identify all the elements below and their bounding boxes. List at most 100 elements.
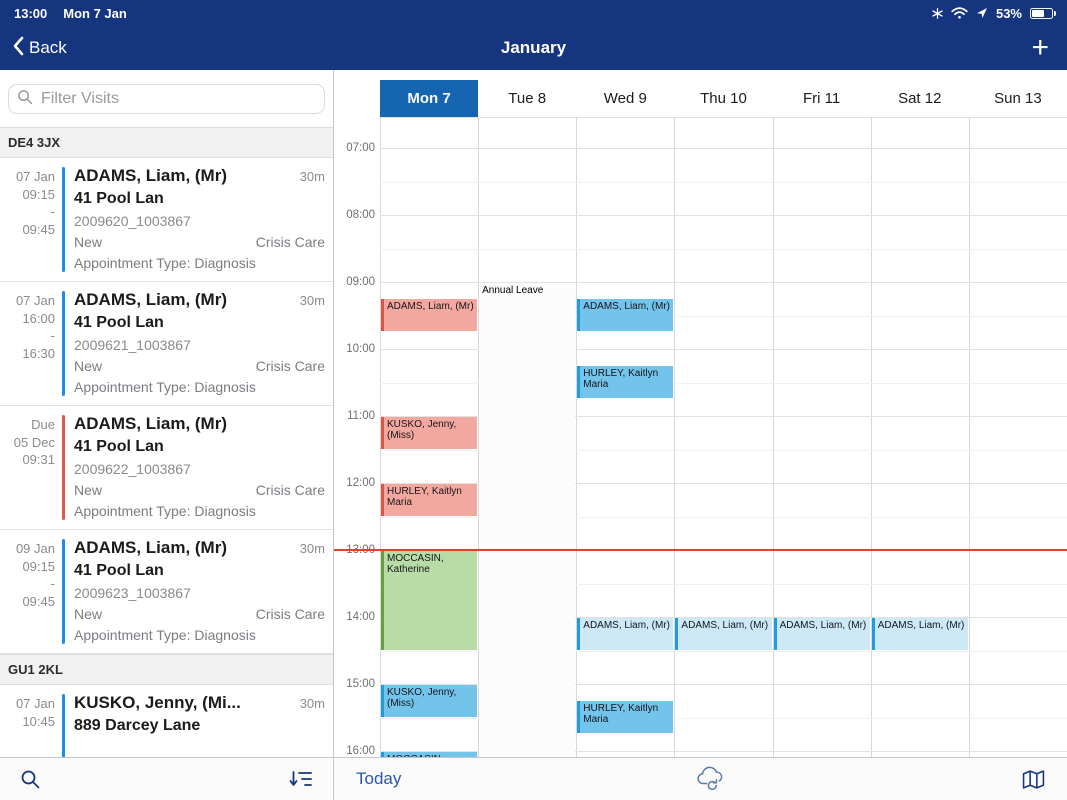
- calendar-event[interactable]: KUSKO, Jenny, (Miss): [381, 684, 478, 717]
- hour-gridline: [380, 483, 1067, 484]
- visit-title-row: ADAMS, Liam, (Mr) 30m: [74, 166, 325, 186]
- day-header-cell[interactable]: Wed 9: [603, 90, 647, 107]
- sort-icon[interactable]: [289, 769, 313, 789]
- annual-leave-block[interactable]: Annual Leave: [479, 282, 576, 757]
- calendar-event[interactable]: HURLEY, Kaitlyn Maria: [577, 366, 674, 399]
- grid-column-line: [968, 117, 970, 757]
- day-header-cell[interactable]: Sat 12: [898, 90, 942, 107]
- visit-accent-bar: [62, 694, 65, 757]
- visit-title-row: KUSKO, Jenny, (Mi... 30m: [74, 693, 325, 713]
- day-header-cell[interactable]: Tue 8: [508, 90, 547, 107]
- chevron-left-icon: [12, 36, 24, 61]
- visit-time-line: 10:45: [22, 713, 55, 729]
- calendar-event[interactable]: HURLEY, Kaitlyn Maria: [381, 483, 478, 516]
- filter-wrap: [0, 70, 333, 127]
- visit-card[interactable]: Due 05 Dec 09:31 ADAMS, Liam, (Mr) 41 Pool L…: [0, 406, 333, 530]
- hour-label: 09:00: [346, 276, 375, 288]
- today-button[interactable]: Today: [356, 769, 402, 788]
- hour-gridline: [380, 684, 1067, 685]
- visit-status: New: [74, 482, 103, 498]
- visit-times: Due 05 Dec 09:31: [0, 414, 62, 521]
- calendar-event[interactable]: MOCCASIN, Katherine: [381, 550, 478, 650]
- calendar-event[interactable]: ADAMS, Liam, (Mr): [577, 617, 674, 650]
- grid-column-line: [478, 117, 480, 757]
- back-button[interactable]: Back: [0, 36, 79, 61]
- visit-time-line: 09:15: [22, 558, 55, 574]
- event-title: KUSKO, Jenny, (Miss): [387, 686, 457, 709]
- current-time-line: [334, 549, 1067, 551]
- half-hour-gridline: [380, 449, 1067, 451]
- half-hour-gridline: [380, 650, 1067, 652]
- visit-details: ADAMS, Liam, (Mr) 30m 41 Pool Lan 2009623_1…: [65, 538, 327, 645]
- calendar-event[interactable]: ADAMS, Liam, (Mr): [675, 617, 772, 650]
- visit-meta-row: New Crisis Care: [74, 358, 325, 374]
- visit-details: KUSKO, Jenny, (Mi... 30m 889 Darcey Lane: [65, 693, 327, 757]
- visit-reference: 2009622_1003867: [74, 461, 191, 477]
- hour-gridline: [380, 349, 1067, 350]
- calendar-event[interactable]: HURLEY, Kaitlyn Maria: [577, 701, 674, 734]
- visit-title: ADAMS, Liam, (Mr): [74, 414, 227, 433]
- calendar-event[interactable]: MOCCASIN, Katherine: [381, 751, 478, 757]
- visit-title: ADAMS, Liam, (Mr): [74, 538, 227, 557]
- map-icon[interactable]: [1022, 769, 1045, 790]
- day-header-cell[interactable]: Mon 7: [380, 80, 479, 117]
- event-title: ADAMS, Liam, (Mr): [583, 619, 670, 631]
- visit-address: 41 Pool Lan: [74, 190, 164, 207]
- visit-card[interactable]: 07 Jan 10:45 KUSKO, Jenny, (Mi... 30m 889 Da…: [0, 685, 333, 757]
- visit-address: 41 Pool Lan: [74, 438, 164, 455]
- visit-card[interactable]: 07 Jan 09:15 - 09:45 ADAMS, Liam, (Mr) 30m 41 …: [0, 158, 333, 282]
- calendar-event[interactable]: ADAMS, Liam, (Mr): [577, 299, 674, 332]
- visits-sidebar: DE4 3JX 07 Jan 09:15 - 09:45 ADAMS, Liam, (Mr…: [0, 70, 334, 757]
- visit-accent-bar: [62, 539, 65, 644]
- day-header-cell[interactable]: Fri 11: [803, 90, 841, 107]
- visit-title: ADAMS, Liam, (Mr): [74, 290, 227, 309]
- status-bar: 13:00 Mon 7 Jan 53%: [0, 0, 1067, 26]
- visit-details: ADAMS, Liam, (Mr) 30m 41 Pool Lan 2009620_1…: [65, 166, 327, 273]
- visit-appointment-type: Appointment Type: Diagnosis: [74, 379, 256, 395]
- visit-time-line: -: [50, 576, 55, 591]
- battery-fill: [1032, 9, 1044, 17]
- visit-card[interactable]: 09 Jan 09:15 - 09:45 ADAMS, Liam, (Mr) 30m 41 …: [0, 530, 333, 654]
- day-header-row: Mon 7 Tue 8 Wed 9 Thu 10 Fri 11 Sat 12 Sun 13: [380, 80, 1067, 117]
- day-header-cell[interactable]: Thu 10: [700, 90, 747, 107]
- visit-care-type: Crisis Care: [255, 358, 325, 374]
- back-label: Back: [29, 38, 67, 57]
- calendar-event[interactable]: ADAMS, Liam, (Mr): [773, 617, 870, 650]
- filter-input[interactable]: [39, 89, 316, 109]
- visit-reference: 2009621_1003867: [74, 337, 191, 353]
- event-title: KUSKO, Jenny, (Miss): [387, 418, 457, 441]
- visit-card[interactable]: 07 Jan 16:00 - 16:30 ADAMS, Liam, (Mr) 30m 41 …: [0, 282, 333, 406]
- visit-duration: 30m: [299, 169, 325, 184]
- cloud-sync-icon[interactable]: [695, 766, 729, 793]
- visit-time-line: 16:30: [22, 345, 55, 361]
- hour-gridline: [380, 148, 1067, 149]
- postcode-section-header: DE4 3JX: [0, 127, 333, 158]
- hour-gridline: [380, 416, 1067, 417]
- calendar-event[interactable]: ADAMS, Liam, (Mr): [871, 617, 968, 650]
- visit-time-line: 09:45: [22, 593, 55, 609]
- visit-reference: 2009623_1003867: [74, 585, 191, 601]
- calendar-event[interactable]: KUSKO, Jenny, (Miss): [381, 416, 478, 449]
- nav-bar: Back January +: [0, 26, 1067, 70]
- half-hour-gridline: [380, 583, 1067, 585]
- visit-title-row: ADAMS, Liam, (Mr) 30m: [74, 290, 325, 310]
- half-hour-gridline: [380, 248, 1067, 250]
- half-hour-gridline: [380, 717, 1067, 719]
- calendar-event[interactable]: ADAMS, Liam, (Mr): [381, 299, 478, 332]
- calendar-grid: 07:0008:0009:0010:0011:0012:0013:0014:00…: [334, 117, 1067, 757]
- day-header-cell[interactable]: Sun 13: [994, 90, 1042, 107]
- visit-details: ADAMS, Liam, (Mr) 41 Pool Lan 2009622_1003…: [65, 414, 327, 521]
- visit-times: 07 Jan 10:45: [0, 693, 62, 757]
- grid-column-line: [380, 117, 381, 757]
- search-icon[interactable]: [20, 769, 41, 790]
- hour-gridline: [380, 282, 1067, 283]
- add-button[interactable]: +: [1031, 31, 1049, 64]
- calendar-toolbar: Today: [334, 757, 1067, 800]
- visit-times: 07 Jan 09:15 - 09:45: [0, 166, 62, 273]
- hour-gridline: [380, 215, 1067, 216]
- sidebar-toolbar: [0, 757, 334, 800]
- event-title: HURLEY, Kaitlyn Maria: [387, 485, 462, 508]
- wifi-icon: [951, 7, 968, 19]
- visit-meta-row: New Crisis Care: [74, 234, 325, 250]
- filter-visits-field[interactable]: [8, 84, 325, 114]
